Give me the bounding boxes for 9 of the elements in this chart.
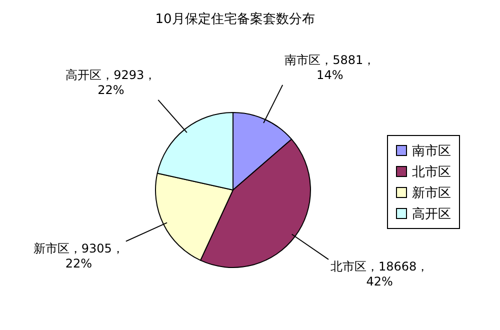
chart-title: 10月保定住宅备案套数分布 bbox=[154, 11, 316, 28]
legend-label: 北市区 bbox=[412, 164, 451, 180]
legend-label: 新市区 bbox=[412, 184, 451, 202]
data-label: 新市区，9305，22% bbox=[33, 241, 124, 270]
legend-label: 南市区 bbox=[412, 142, 451, 160]
legend-label: 高开区 bbox=[412, 206, 451, 222]
data-label: 北市区，18668，42% bbox=[330, 260, 429, 289]
data-label: 高开区，9293，22% bbox=[66, 68, 156, 98]
data-label: 南市区，5881，14% bbox=[284, 53, 376, 82]
